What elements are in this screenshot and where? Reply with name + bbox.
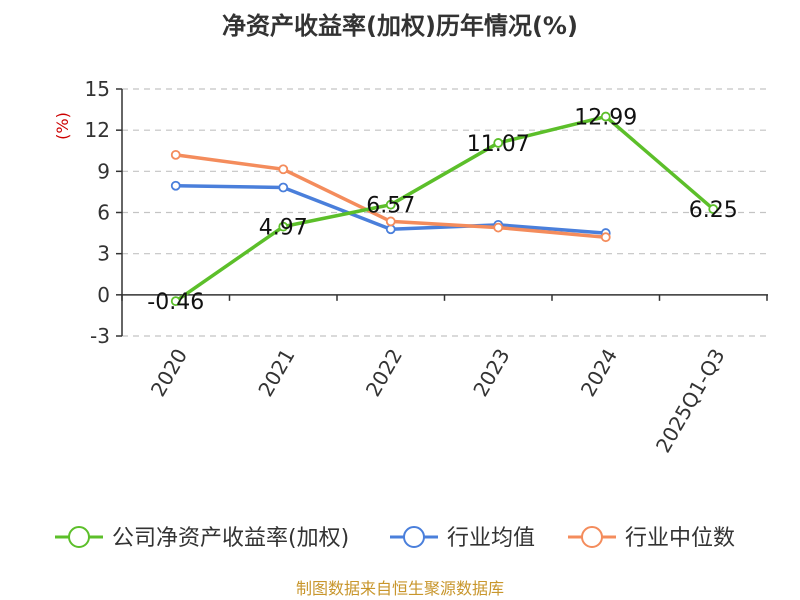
data-point: [278, 221, 289, 232]
x-tick-label: 2024: [576, 345, 622, 401]
y-tick-label: 12: [85, 118, 110, 142]
data-labels: -0.46 4.97 6.57 11.07 12.99 6.25: [147, 106, 737, 316]
y-tick-label: 15: [85, 77, 110, 101]
data-label: 12.99: [574, 106, 637, 131]
data-label: 6.25: [689, 198, 738, 223]
legend: 公司净资产收益率(加权) 行业均值 行业中位数: [55, 526, 735, 551]
gridlines: [122, 88, 768, 337]
data-point: [385, 224, 396, 235]
y-tick-label: 3: [97, 242, 110, 266]
data-point: [278, 164, 289, 175]
chart-title: 净资产收益率(加权)历年情况(%): [222, 12, 578, 40]
legend-item: 行业中位数: [568, 526, 735, 551]
x-tick-label: 2023: [468, 345, 514, 401]
legend-swatch-marker: [403, 526, 425, 548]
data-point: [170, 149, 181, 160]
x-tick-label: 2025Q1-Q3: [651, 345, 730, 457]
series-1: [170, 180, 611, 238]
data-point: [385, 199, 396, 210]
data-point: [385, 216, 396, 227]
x-tick-label: 2022: [361, 345, 407, 401]
y-tick-label: 9: [97, 159, 110, 183]
data-point: [493, 222, 504, 233]
data-point: [170, 180, 181, 191]
x-tick-label: 2020: [146, 345, 192, 401]
legend-item: 公司净资产收益率(加权): [55, 526, 349, 551]
y-tick-label: -3: [90, 324, 110, 348]
data-label: 11.07: [467, 132, 530, 157]
series-2: [170, 149, 611, 243]
data-label: 4.97: [259, 216, 308, 241]
axes: 15 12 9 6 3 0 -3 2020 2021 2022 2023 2024 2025Q1-Q3: [85, 77, 768, 457]
series-layer: [170, 111, 719, 307]
legend-swatch-marker: [581, 526, 603, 548]
source-note: 制图数据来自恒生聚源数据库: [296, 579, 504, 598]
series-line: [174, 114, 715, 303]
y-tick-label: 6: [97, 201, 110, 225]
data-point: [708, 204, 719, 214]
series-0: [170, 111, 719, 307]
data-point: [493, 138, 504, 148]
data-label: -0.46: [147, 290, 204, 315]
data-label: 6.57: [366, 194, 415, 219]
legend-label: 行业均值: [447, 526, 535, 551]
x-tick-label: 2021: [253, 345, 299, 401]
legend-item: 行业均值: [390, 526, 535, 551]
legend-swatch-marker: [68, 526, 90, 548]
data-point: [600, 111, 611, 122]
data-point: [278, 182, 289, 193]
y-tick-label: 0: [97, 283, 110, 307]
legend-label: 行业中位数: [625, 526, 735, 551]
legend-label: 公司净资产收益率(加权): [112, 526, 349, 551]
data-point: [600, 232, 611, 243]
y-axis-label: (%): [53, 112, 72, 140]
data-point: [170, 296, 181, 307]
